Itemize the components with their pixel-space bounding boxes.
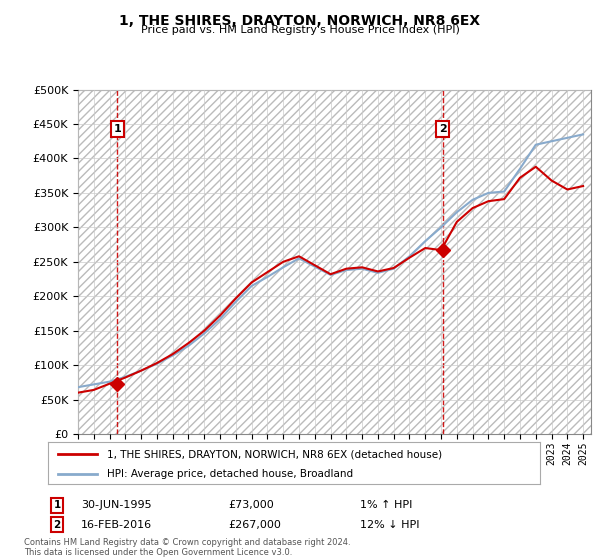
Text: 30-JUN-1995: 30-JUN-1995 bbox=[81, 500, 152, 510]
Text: £267,000: £267,000 bbox=[228, 520, 281, 530]
Text: 12% ↓ HPI: 12% ↓ HPI bbox=[360, 520, 419, 530]
Text: HPI: Average price, detached house, Broadland: HPI: Average price, detached house, Broa… bbox=[107, 469, 353, 479]
Text: 1: 1 bbox=[113, 124, 121, 134]
Text: 1, THE SHIRES, DRAYTON, NORWICH, NR8 6EX: 1, THE SHIRES, DRAYTON, NORWICH, NR8 6EX bbox=[119, 14, 481, 28]
Text: 1: 1 bbox=[53, 500, 61, 510]
Text: £73,000: £73,000 bbox=[228, 500, 274, 510]
Text: 1, THE SHIRES, DRAYTON, NORWICH, NR8 6EX (detached house): 1, THE SHIRES, DRAYTON, NORWICH, NR8 6EX… bbox=[107, 449, 442, 459]
Text: 16-FEB-2016: 16-FEB-2016 bbox=[81, 520, 152, 530]
Text: 2: 2 bbox=[53, 520, 61, 530]
Text: 1% ↑ HPI: 1% ↑ HPI bbox=[360, 500, 412, 510]
Text: Price paid vs. HM Land Registry's House Price Index (HPI): Price paid vs. HM Land Registry's House … bbox=[140, 25, 460, 35]
Text: 2: 2 bbox=[439, 124, 446, 134]
Text: Contains HM Land Registry data © Crown copyright and database right 2024.
This d: Contains HM Land Registry data © Crown c… bbox=[24, 538, 350, 557]
